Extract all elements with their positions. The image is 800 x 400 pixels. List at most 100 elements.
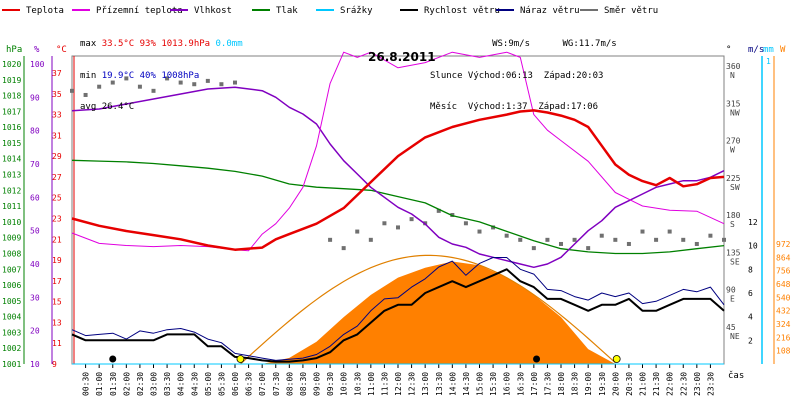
w-axis-tick: 108 (776, 347, 791, 356)
time-tick-label: 06:00 (231, 372, 240, 396)
wind-direction-point (681, 237, 686, 242)
time-tick-label: 08:30 (299, 372, 308, 396)
percent-axis-tick: 80 (30, 127, 40, 136)
time-tick-label: 18:00 (557, 372, 566, 396)
ms-axis-tick: 4 (748, 313, 753, 322)
time-tick-label: 15:00 (476, 372, 485, 396)
celsius-axis-tick: 21 (52, 235, 62, 244)
legend-label: Srážky (340, 6, 373, 16)
celsius-axis-tick: 23 (52, 215, 62, 224)
wind-direction-point (233, 80, 237, 85)
time-tick-label: 01:30 (109, 372, 118, 396)
percent-axis-tick: 40 (30, 260, 40, 269)
moon-marker (109, 355, 117, 363)
wind-direction-point (572, 237, 577, 242)
percent-axis-unit: % (34, 45, 40, 55)
deg-axis-dir: W (730, 146, 735, 155)
wind-direction-point (205, 78, 210, 83)
stats-avg-row: avg 26.4°C (80, 102, 135, 112)
wind-direction-point (409, 217, 414, 222)
time-tick-label: 22:30 (679, 372, 688, 396)
deg-axis-tick: 360 (726, 62, 741, 71)
celsius-axis-tick: 13 (52, 318, 62, 327)
sun-set: Západ:20:03 (543, 70, 604, 81)
time-tick-label: 12:30 (408, 372, 417, 396)
time-tick-label: 04:30 (190, 372, 199, 396)
min-temp: 19.9°C (101, 70, 135, 81)
wind-direction-point (368, 237, 373, 242)
legend-label: Teplota (26, 6, 64, 16)
celsius-axis-tick: 25 (52, 194, 62, 203)
wind-direction-point (137, 84, 142, 89)
wind-direction-point (477, 229, 482, 234)
celsius-axis-tick: 11 (52, 339, 62, 348)
wind-speed-max: WS:9m/s (492, 39, 530, 49)
legend-label: Přízemní teplota (96, 6, 183, 16)
sun-rise: Slunce Východ:06:13 (430, 70, 533, 81)
w-axis-tick: 972 (776, 240, 791, 249)
deg-axis-tick: 45 (726, 323, 736, 332)
percent-axis-tick: 30 (30, 293, 40, 302)
hpa-axis-tick: 1006 (2, 281, 21, 290)
wind-direction-point (599, 233, 604, 238)
hpa-axis-tick: 1001 (2, 360, 21, 369)
ms-axis-tick: 12 (748, 218, 758, 227)
time-tick-label: 00:30 (82, 372, 91, 396)
time-tick-label: 21:30 (652, 372, 661, 396)
hpa-axis-tick: 1010 (2, 218, 21, 227)
w-axis-tick: 864 (776, 253, 791, 262)
time-tick-label: 20:00 (611, 372, 620, 396)
hpa-axis-tick: 1005 (2, 297, 21, 306)
wind-direction-point (110, 80, 115, 85)
time-tick-label: 03:30 (163, 372, 172, 396)
hpa-axis-tick: 1017 (2, 107, 21, 116)
w-axis-tick: 648 (776, 280, 791, 289)
legend-label: Náraz větru (520, 6, 580, 16)
time-axis-label: čas (728, 370, 744, 381)
time-tick-label: 15:30 (489, 372, 498, 396)
deg-axis-dir: NW (730, 108, 740, 117)
w-axis-tick: 540 (776, 293, 791, 302)
deg-axis-dir: N (730, 71, 735, 80)
hpa-axis-tick: 1018 (2, 92, 21, 101)
time-tick-label: 04:00 (177, 372, 186, 396)
hpa-axis-tick: 1016 (2, 123, 21, 132)
time-tick-label: 10:00 (340, 372, 349, 396)
sun-marker (612, 355, 621, 363)
time-tick-label: 13:30 (435, 372, 444, 396)
celsius-axis-tick: 17 (52, 277, 62, 286)
wind-direction-point (545, 237, 550, 242)
time-tick-label: 17:30 (543, 372, 552, 396)
plot-layer (70, 51, 726, 365)
w-axis-tick: 756 (776, 267, 791, 276)
time-tick-label: 14:00 (448, 372, 457, 396)
chart-title: 26.8.2011 (368, 50, 436, 64)
w-axis-tick: 432 (776, 307, 791, 316)
wind-direction-point (626, 241, 631, 246)
deg-axis-tick: 180 (726, 211, 741, 220)
time-tick-label: 10:30 (353, 372, 362, 396)
min-humidity: 40% (139, 70, 156, 81)
sun-marker (236, 355, 245, 363)
moon-marker (533, 355, 541, 363)
time-tick-label: 02:00 (122, 372, 131, 396)
time-tick-label: 01:00 (95, 372, 104, 396)
time-tick-label: 09:00 (313, 372, 322, 396)
hpa-axis-tick: 1003 (2, 328, 21, 337)
time-tick-label: 09:30 (326, 372, 335, 396)
percent-axis-tick: 90 (30, 93, 40, 102)
deg-axis-dir: SW (730, 183, 740, 192)
celsius-axis-tick: 37 (52, 69, 62, 78)
percent-axis-tick: 10 (30, 360, 40, 369)
ms-axis-tick: 8 (748, 265, 753, 274)
wind-direction-point (667, 229, 672, 234)
wind-direction-point (654, 237, 659, 242)
max-rain: 0.0mm (215, 39, 243, 49)
hpa-axis-tick: 1007 (2, 265, 21, 274)
w-axis-tick: 216 (776, 333, 791, 342)
wind-direction-point (124, 76, 129, 81)
wind-direction-point (722, 237, 726, 242)
moon-rise: Měsíc Východ:1:37 (430, 102, 528, 112)
w-axis-unit: W (780, 45, 786, 55)
